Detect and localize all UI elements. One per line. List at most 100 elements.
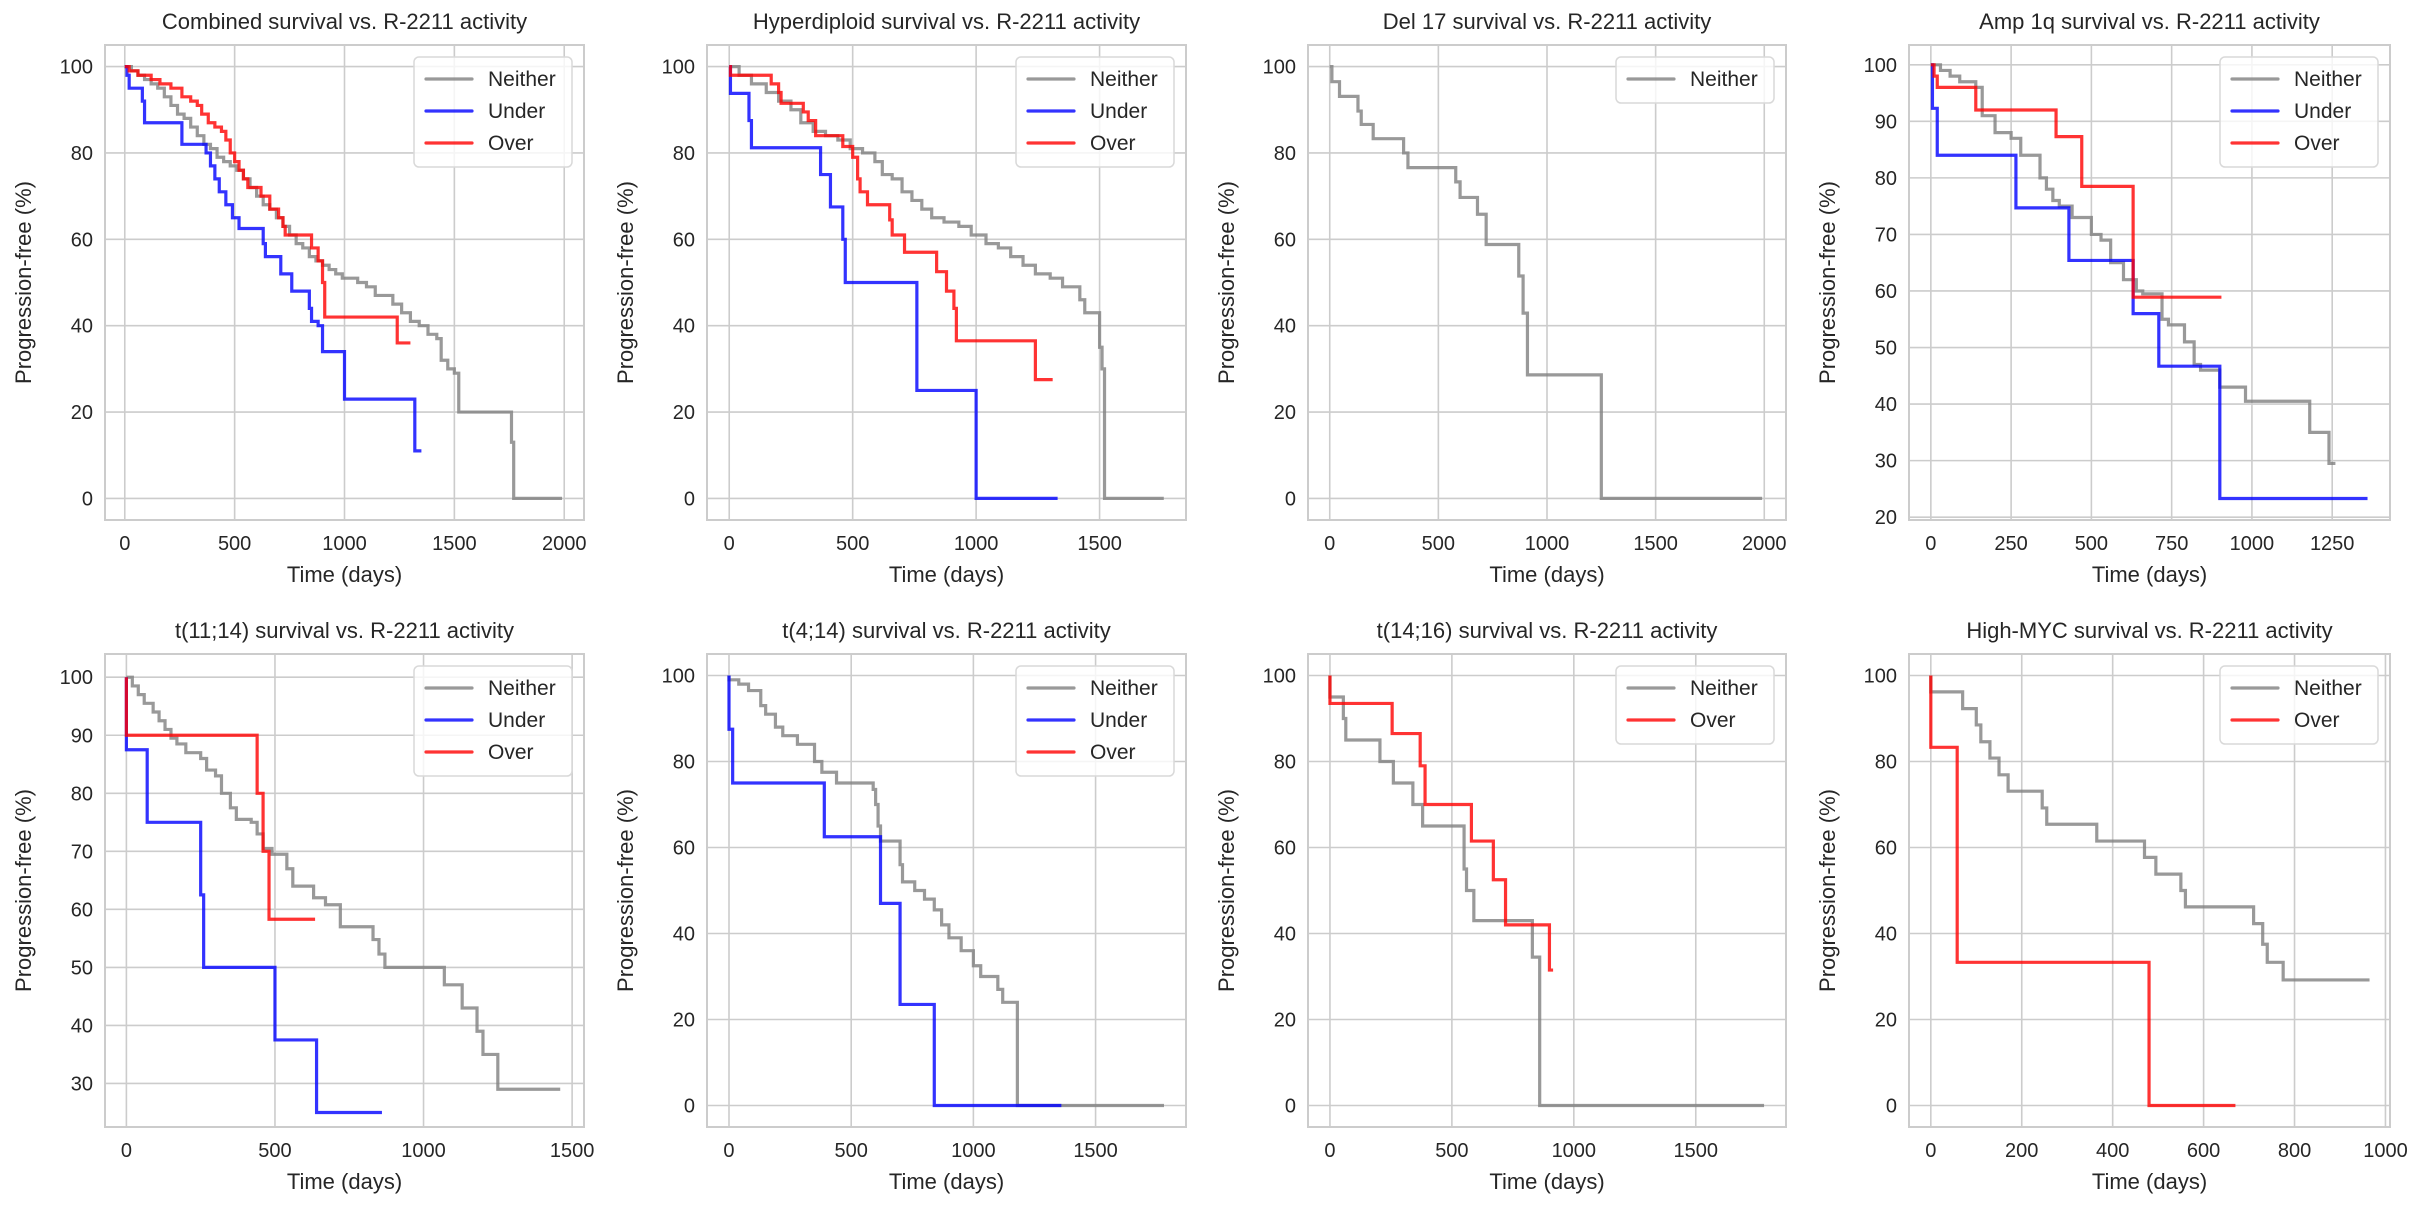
x-tick-label: 1000 xyxy=(954,533,999,555)
x-tick-label: 1000 xyxy=(951,1140,996,1162)
y-tick-label: 100 xyxy=(60,667,93,689)
y-tick-label: 40 xyxy=(673,924,695,946)
series-line-over xyxy=(728,64,1053,382)
y-axis-label: Progression-free (%) xyxy=(1214,181,1239,384)
axes-frame xyxy=(1307,653,1787,1128)
legend-label-under: Under xyxy=(1090,100,1147,123)
legend: Neither Over xyxy=(1615,665,1775,745)
series-line-under xyxy=(1930,63,2368,501)
chart-panel-2: 0 500 1000 1500 0 20 40 60 80 100 Hyperdiploid sur… xyxy=(613,9,1187,587)
y-tick-label: 20 xyxy=(1875,1010,1897,1032)
x-axis-label: Time (days) xyxy=(889,562,1004,587)
x-tick-label: 500 xyxy=(218,533,251,555)
x-tick-label: 1000 xyxy=(1552,1140,1597,1162)
legend-label-neither: Neither xyxy=(1690,68,1758,91)
legend-label-under: Under xyxy=(1090,709,1147,732)
x-tick-label: 400 xyxy=(2096,1140,2129,1162)
chart-title: t(11;14) survival vs. R-2211 activity xyxy=(175,618,514,643)
x-tick-label: 0 xyxy=(1324,1140,1335,1162)
legend-box xyxy=(1015,56,1175,168)
x-tick-label: 1500 xyxy=(432,533,477,555)
y-tick-label: 70 xyxy=(71,841,93,863)
x-tick-label: 600 xyxy=(2187,1140,2220,1162)
chart-title: Del 17 survival vs. R-2211 activity xyxy=(1383,9,1712,34)
x-tick-label: 500 xyxy=(1422,533,1455,555)
series-line-over xyxy=(124,64,411,345)
legend-label-over: Over xyxy=(1090,132,1136,155)
chart-title: Combined survival vs. R-2211 activity xyxy=(162,9,527,34)
y-tick-label: 0 xyxy=(82,488,93,510)
y-axis-label: Progression-free (%) xyxy=(11,181,36,384)
legend-label-over: Over xyxy=(2294,132,2340,155)
y-tick-label: 40 xyxy=(673,316,695,338)
legend-box xyxy=(413,56,573,168)
legend: Neither Under Over xyxy=(1015,665,1175,777)
x-tick-label: 1500 xyxy=(1073,1140,1118,1162)
y-tick-label: 40 xyxy=(1274,924,1296,946)
x-tick-label: 500 xyxy=(836,533,869,555)
legend-label-neither: Neither xyxy=(488,68,556,91)
series-line-neither xyxy=(1929,675,2370,982)
y-tick-label: 100 xyxy=(662,666,695,688)
axes-frame xyxy=(706,653,1187,1128)
y-tick-label: 100 xyxy=(662,57,695,79)
y-tick-label: 40 xyxy=(71,1015,93,1037)
y-tick-label: 60 xyxy=(1274,229,1296,251)
y-tick-label: 100 xyxy=(1263,666,1296,688)
series-line-over xyxy=(1929,675,2236,1108)
x-tick-label: 750 xyxy=(2155,533,2188,555)
axes-frame xyxy=(1908,653,2391,1128)
x-tick-label: 1000 xyxy=(2230,533,2275,555)
series-line-under xyxy=(124,64,422,453)
y-tick-label: 30 xyxy=(1875,451,1897,473)
y-tick-label: 90 xyxy=(1875,111,1897,133)
legend-label-over: Over xyxy=(488,132,534,155)
y-tick-label: 80 xyxy=(1875,168,1897,190)
axes-frame xyxy=(1908,44,2391,521)
chart-panel-6: 0 500 1000 1500 0 20 40 60 80 100 t(4;14) survival… xyxy=(613,618,1187,1194)
legend-label-neither: Neither xyxy=(488,677,556,700)
axes-frame xyxy=(104,44,585,521)
x-axis-label: Time (days) xyxy=(1489,1169,1604,1194)
y-tick-label: 60 xyxy=(71,229,93,251)
x-tick-label: 1000 xyxy=(1525,533,1570,555)
chart-panel-5: 0 500 1000 1500 30 40 50 60 70 80 90 100 t(11;14) su… xyxy=(11,618,594,1194)
y-tick-label: 60 xyxy=(1274,838,1296,860)
y-tick-label: 60 xyxy=(1875,281,1897,303)
chart-panel-8: 0 200 400 600 800 1000 0 20 40 60 80 100 High-MYC su… xyxy=(1815,618,2408,1194)
legend-label-under: Under xyxy=(488,709,545,732)
legend-box xyxy=(1615,665,1775,745)
y-tick-label: 20 xyxy=(71,402,93,424)
series-line-neither xyxy=(727,675,1165,1108)
chart-title: Amp 1q survival vs. R-2211 activity xyxy=(1979,9,2320,34)
y-tick-label: 20 xyxy=(1274,1010,1296,1032)
series-line-over xyxy=(1328,675,1554,972)
x-axis-label: Time (days) xyxy=(287,562,402,587)
legend-label-over: Over xyxy=(488,741,534,764)
y-axis-label: Progression-free (%) xyxy=(11,789,36,992)
x-tick-label: 500 xyxy=(835,1140,868,1162)
x-tick-label: 1500 xyxy=(1077,533,1122,555)
chart-title: High-MYC survival vs. R-2211 activity xyxy=(1966,618,2332,643)
series-line-neither xyxy=(126,675,561,1091)
chart-title: t(14;16) survival vs. R-2211 activity xyxy=(1377,618,1718,643)
x-axis-label: Time (days) xyxy=(287,1169,402,1194)
x-tick-label: 1500 xyxy=(550,1140,595,1162)
x-tick-label: 1000 xyxy=(2363,1140,2408,1162)
y-tick-label: 70 xyxy=(1875,224,1897,246)
legend-label-over: Over xyxy=(2294,709,2340,732)
legend-box xyxy=(2219,665,2379,745)
y-axis-label: Progression-free (%) xyxy=(613,181,638,384)
x-tick-label: 2000 xyxy=(1742,533,1787,555)
legend-label-neither: Neither xyxy=(1690,677,1758,700)
legend: Neither Under Over xyxy=(1015,56,1175,168)
x-tick-label: 0 xyxy=(724,533,735,555)
x-tick-label: 0 xyxy=(723,1140,734,1162)
y-tick-label: 50 xyxy=(1875,338,1897,360)
x-axis-label: Time (days) xyxy=(2092,1169,2207,1194)
chart-panel-4: 0 250 500 750 1000 1250 20 30 40 50 60 70 80 90 100 Amp… xyxy=(1815,9,2391,587)
y-tick-label: 100 xyxy=(60,57,93,79)
x-tick-label: 0 xyxy=(1925,1140,1936,1162)
x-tick-label: 1000 xyxy=(322,533,367,555)
